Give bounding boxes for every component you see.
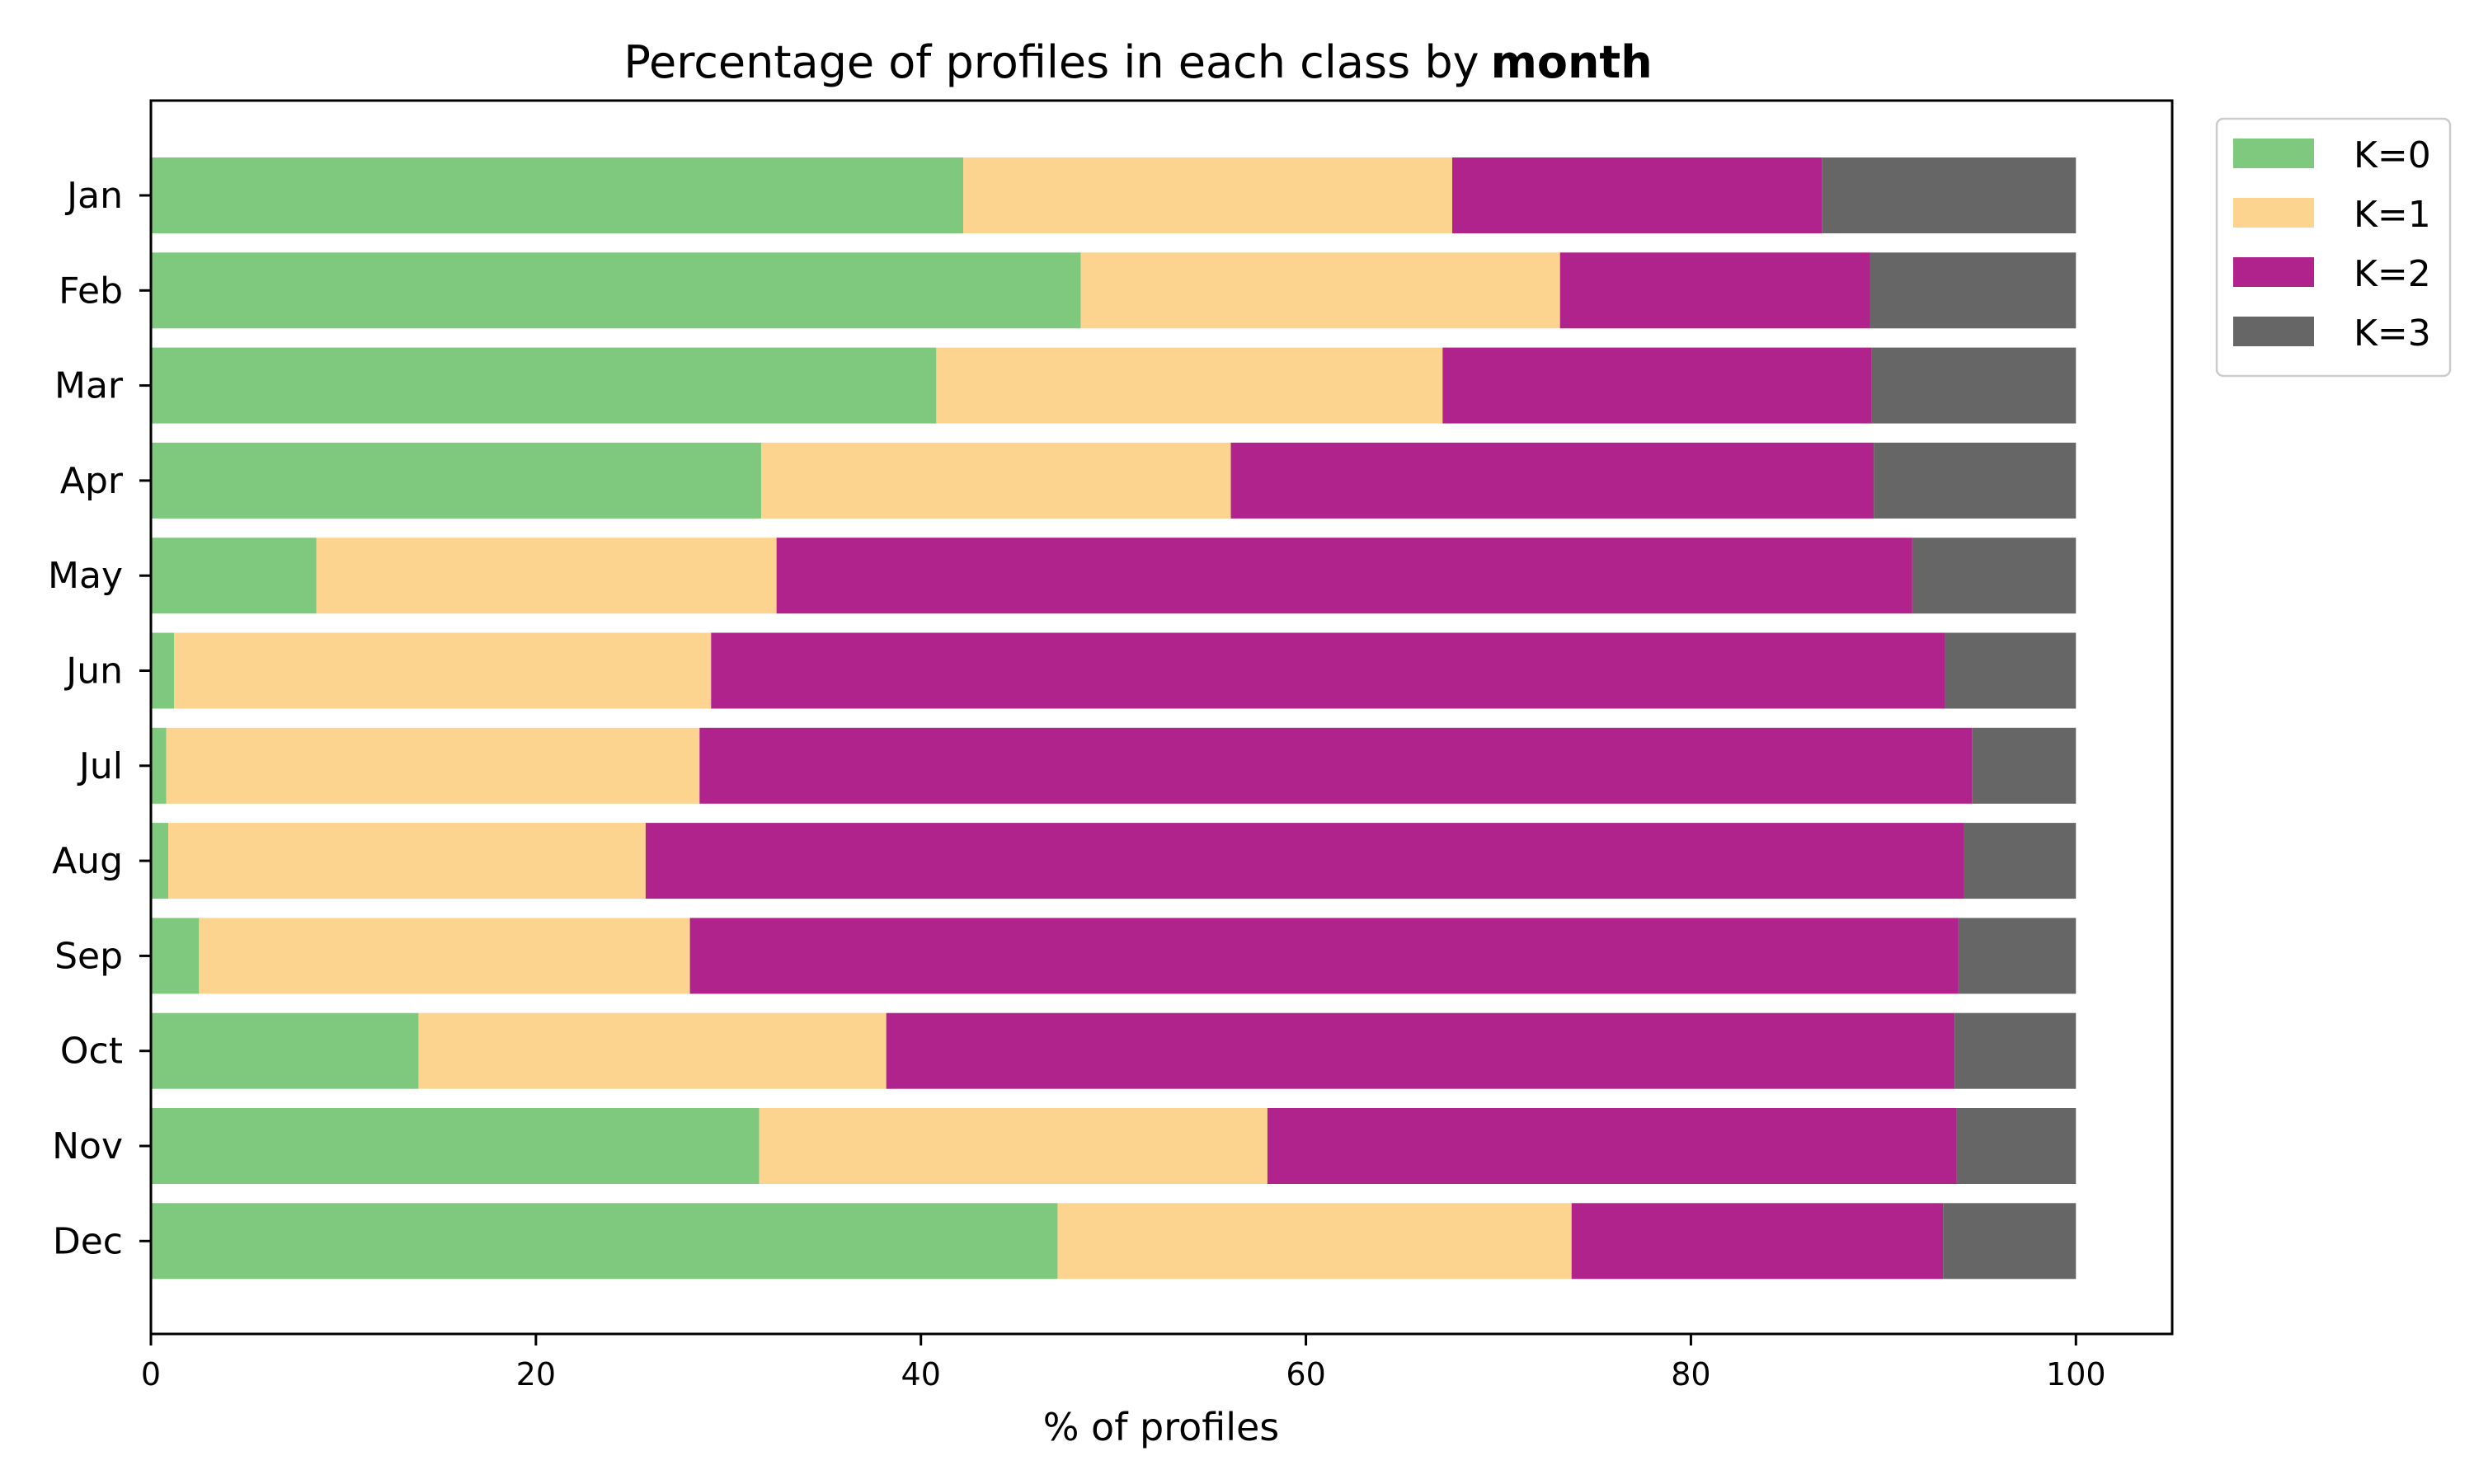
bar-may-k1	[316, 538, 777, 614]
bar-nov-k0	[151, 1108, 760, 1184]
legend-label-k0: K=0	[2354, 134, 2431, 176]
legend-frame	[2215, 117, 2452, 378]
bar-feb-k3	[1870, 252, 2077, 329]
bar-aug-k3	[1964, 823, 2077, 899]
legend-swatch-k2	[2233, 257, 2314, 287]
bar-aug-k1	[168, 823, 646, 899]
bar-apr-k0	[151, 442, 761, 519]
legend-items: K=0 K=1 K=2 K=3	[2233, 134, 2431, 355]
bar-oct-k3	[1954, 1012, 2077, 1089]
legend-label-k1: K=1	[2354, 194, 2431, 236]
bar-may-k2	[776, 538, 1912, 614]
y-tick-label-aug: Aug	[52, 840, 123, 882]
bar-sep-k0	[151, 918, 200, 994]
bar-apr-k1	[760, 442, 1231, 519]
bar-jun-k3	[1945, 632, 2077, 709]
bar-apr-k3	[1874, 442, 2077, 519]
x-axis-label: % of profiles	[1043, 1405, 1280, 1449]
y-tick-label-jun: Jun	[63, 650, 123, 693]
bar-jul-k3	[1972, 727, 2077, 804]
bar-dec-k1	[1057, 1203, 1572, 1280]
bar-nov-k1	[759, 1108, 1268, 1184]
legend-label-k2: K=2	[2354, 253, 2431, 295]
bar-sep-k1	[199, 918, 690, 994]
bar-oct-k0	[151, 1012, 419, 1089]
y-tick-label-dec: Dec	[53, 1220, 123, 1262]
bar-may-k0	[151, 538, 317, 614]
chart-title: Percentage of profiles in each class by m…	[623, 36, 1652, 88]
legend-swatch-k0	[2233, 139, 2314, 168]
x-tick-label-0: 0	[141, 1356, 161, 1392]
bar-nov-k2	[1267, 1108, 1957, 1184]
bar-jun-k0	[151, 632, 175, 709]
y-tick-label-feb: Feb	[59, 270, 123, 312]
legend-swatch-k3	[2233, 317, 2314, 346]
bar-nov-k3	[1956, 1108, 2077, 1184]
bar-sep-k3	[1958, 918, 2077, 994]
bar-sep-k2	[689, 918, 1959, 994]
bar-aug-k0	[151, 823, 169, 899]
legend: K=0 K=1 K=2 K=3	[2215, 117, 2452, 378]
bar-jul-k2	[699, 727, 1973, 804]
bar-oct-k1	[418, 1012, 887, 1089]
y-tick-label-jul: Jul	[77, 745, 123, 787]
x-tick-label-60: 60	[1286, 1356, 1325, 1392]
chart-title-bold: month	[1491, 36, 1653, 88]
plot-frame	[149, 99, 2174, 1336]
bar-feb-k0	[151, 252, 1081, 329]
bar-jun-k1	[174, 632, 712, 709]
y-tick-label-mar: Mar	[54, 365, 124, 407]
bar-may-k3	[1912, 538, 2077, 614]
bar-mar-k3	[1871, 347, 2077, 424]
bar-dec-k3	[1943, 1203, 2077, 1280]
bar-feb-k2	[1559, 252, 1870, 329]
y-tick-label-sep: Sep	[54, 935, 123, 977]
x-tick-label-20: 20	[516, 1356, 556, 1392]
bar-aug-k2	[645, 823, 1964, 899]
y-tick-label-oct: Oct	[60, 1031, 123, 1073]
bar-jan-k3	[1822, 157, 2077, 233]
legend-swatch-k1	[2233, 198, 2314, 228]
bar-feb-k1	[1080, 252, 1560, 329]
bar-dec-k0	[151, 1203, 1058, 1280]
y-tick-label-nov: Nov	[52, 1125, 123, 1167]
legend-label-k3: K=3	[2354, 312, 2431, 355]
bar-mar-k2	[1442, 347, 1872, 424]
y-axis-ticks: Jan Feb Mar Apr May Jun Jul Aug Sep Oct Nov Dec	[48, 175, 151, 1262]
bar-jul-k1	[166, 727, 700, 804]
bar-dec-k2	[1571, 1203, 1944, 1280]
bar-oct-k2	[886, 1012, 1955, 1089]
x-tick-label-100: 100	[2046, 1356, 2106, 1392]
bar-mar-k1	[936, 347, 1443, 424]
bar-mar-k0	[151, 347, 937, 424]
y-tick-label-may: May	[48, 555, 123, 597]
y-tick-label-apr: Apr	[60, 460, 124, 502]
x-axis-ticks: 0 20 40 60 80 100	[141, 1334, 2106, 1392]
x-tick-label-40: 40	[901, 1356, 941, 1392]
bar-jul-k0	[151, 727, 167, 804]
bar-jun-k2	[711, 632, 1945, 709]
x-tick-label-80: 80	[1671, 1356, 1710, 1392]
bar-jan-k1	[963, 157, 1452, 233]
bar-jan-k0	[151, 157, 964, 233]
bar-apr-k2	[1230, 442, 1874, 519]
bars-layer	[151, 157, 2077, 1280]
chart-title-main: Percentage of profiles in each class by	[623, 36, 1479, 88]
y-tick-label-jan: Jan	[64, 175, 123, 217]
bar-jan-k2	[1451, 157, 1823, 233]
